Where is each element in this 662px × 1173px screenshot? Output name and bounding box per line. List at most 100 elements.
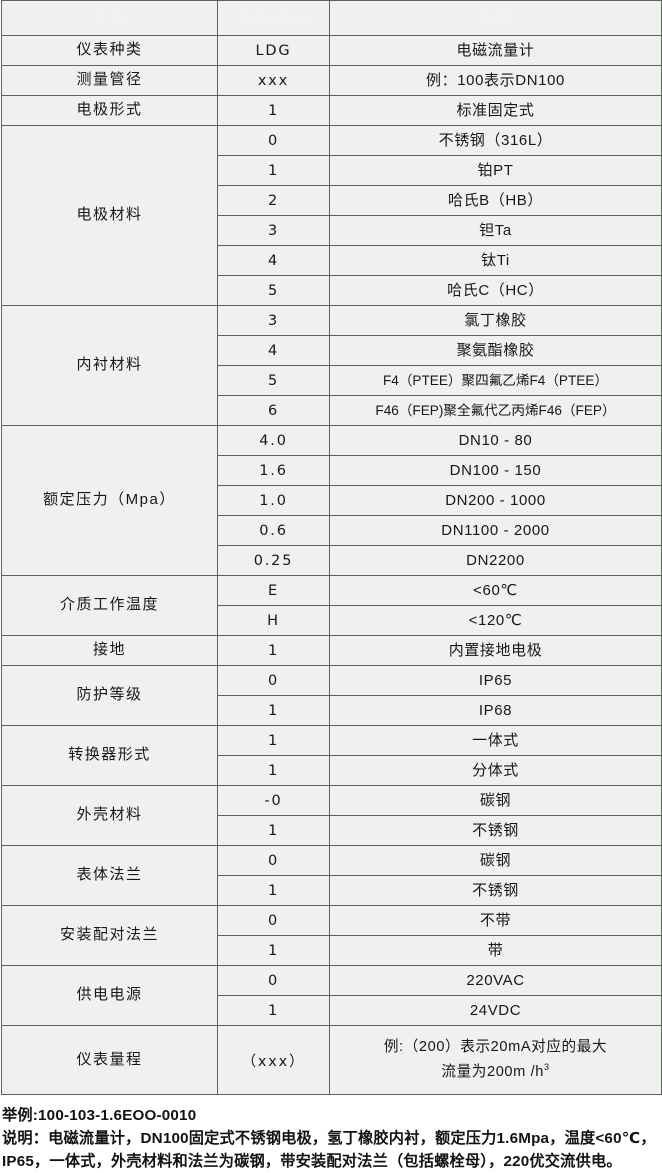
table-row: 2 哈氏B（HB） xyxy=(2,185,662,216)
spec-description-cell: DN1100 - 2000 xyxy=(329,515,662,546)
spec-code-cell: 5 xyxy=(217,365,330,396)
spec-code-cell: 1 xyxy=(217,95,330,126)
spec-code-cell: -0 xyxy=(217,785,330,816)
spec-code-cell: 1 xyxy=(217,815,330,846)
table-row: 1 不锈钢 xyxy=(2,815,662,846)
row-group-name: 转换器形式 xyxy=(1,725,218,786)
table-row: 6 F46（FEP)聚全氟代乙丙烯F46（FEP） xyxy=(2,395,662,426)
spec-description-cell: 不带 xyxy=(329,905,662,936)
spec-description-cell: 氯丁橡胶 xyxy=(329,305,662,336)
spec-code-cell: 0 xyxy=(217,665,330,696)
table-row: 内衬材料 3 氯丁橡胶 xyxy=(1,305,662,426)
table-row: 1.6 DN100 - 150 xyxy=(2,455,662,486)
spec-description-cell: 哈氏C（HC） xyxy=(329,275,662,306)
spec-description-cell: 例:（200）表示20mA对应的最大 流量为200m /h3 xyxy=(329,1025,662,1095)
table-row: 5 F4（PTEE）聚四氟乙烯F4（PTEE） xyxy=(2,365,662,396)
row-group-name: 安装配对法兰 xyxy=(1,905,218,966)
specification-table: 名称 规格代码 说明 仪表种类 LDG 电磁流量计 测量管径 xxx 例：100表示DN1… xyxy=(1,0,662,1095)
table-row: 1 24VDC xyxy=(2,995,662,1026)
spec-code-cell: 4 xyxy=(217,335,330,366)
row-group-name: 外壳材料 xyxy=(1,785,218,846)
spec-code-cell: 1 xyxy=(217,935,330,966)
spec-code-cell: 0 xyxy=(217,965,330,996)
spec-description-cell: 碳钢 xyxy=(329,785,662,816)
spec-code-cell: 3 xyxy=(217,305,330,336)
table-row: 测量管径 xxx 例：100表示DN100 xyxy=(1,65,662,96)
footnotes: 举例:100-103-1.6EOO-0010 说明：电磁流量计，DN100固定式… xyxy=(2,1104,658,1173)
spec-description-cell: 不锈钢 xyxy=(329,875,662,906)
spec-code-cell: （xxx） xyxy=(217,1025,330,1095)
row-group-name: 电极形式 xyxy=(1,95,218,126)
spec-description-cell: 220VAC xyxy=(329,965,662,996)
table-row: 外壳材料 -0 碳钢 xyxy=(1,785,662,846)
row-group-name: 防护等级 xyxy=(1,665,218,726)
spec-code-cell: 1 xyxy=(217,755,330,786)
description-line-2-unit: /h xyxy=(530,1063,544,1080)
row-group-name: 供电电源 xyxy=(1,965,218,1026)
header-row: 名称 规格代码 说明 xyxy=(1,0,662,36)
spec-description-cell: 标准固定式 xyxy=(329,95,662,126)
table-row: 4 钛Ti xyxy=(2,245,662,276)
row-group-name: 表体法兰 xyxy=(1,845,218,906)
spec-code-cell: 1 xyxy=(217,635,330,666)
row-group-name: 仪表量程 xyxy=(1,1025,218,1095)
spec-code-cell: 0.25 xyxy=(217,545,330,576)
spec-description-cell: IP65 xyxy=(329,665,662,696)
table-row: 防护等级 0 IP65 xyxy=(1,665,662,726)
spec-description-cell: 例：100表示DN100 xyxy=(329,65,662,96)
column-header-description: 说明 xyxy=(329,0,662,36)
spec-code-cell: H xyxy=(217,605,330,636)
table-row: 电极材料 0 不锈钢（316L） xyxy=(1,125,662,306)
row-group-name: 内衬材料 xyxy=(1,305,218,426)
table-row: 表体法兰 0 碳钢 xyxy=(1,845,662,906)
spec-code-cell: 0 xyxy=(217,845,330,876)
table-row: 仪表种类 LDG 电磁流量计 xyxy=(1,35,662,66)
spec-code-cell: LDG xyxy=(217,35,330,66)
table-row: 仪表量程 （xxx） 例:（200）表示20mA对应的最大 流量为200m /h3 xyxy=(1,1025,662,1095)
row-group-name: 测量管径 xyxy=(1,65,218,96)
table-row: 电极形式 1 标准固定式 xyxy=(1,95,662,126)
row-group-name: 接地 xyxy=(1,635,218,666)
spec-description-cell: 哈氏B（HB） xyxy=(329,185,662,216)
spec-description-cell: 分体式 xyxy=(329,755,662,786)
spec-code-cell: 2 xyxy=(217,185,330,216)
spec-description-cell: 钛Ti xyxy=(329,245,662,276)
spec-description-cell: 24VDC xyxy=(329,995,662,1026)
description-line-2-superscript: 3 xyxy=(543,1061,550,1072)
footnote-example: 举例:100-103-1.6EOO-0010 xyxy=(2,1107,197,1124)
table-body: 仪表种类 LDG 电磁流量计 测量管径 xxx 例：100表示DN100 电极形式 1 标准固定… xyxy=(1,35,662,1095)
spec-code-cell: 1 xyxy=(217,875,330,906)
spec-description-cell: 钽Ta xyxy=(329,215,662,246)
table-row: 1 分体式 xyxy=(2,755,662,786)
spec-description-cell: 碳钢 xyxy=(329,845,662,876)
spec-description-cell: <120℃ xyxy=(329,605,662,636)
column-header-name: 名称 xyxy=(1,0,218,36)
spec-description-cell: <60℃ xyxy=(329,575,662,606)
spec-description-cell: DN2200 xyxy=(329,545,662,576)
row-group-name: 介质工作温度 xyxy=(1,575,218,636)
row-group-name: 电极材料 xyxy=(1,125,218,306)
spec-description-cell: 内置接地电极 xyxy=(329,635,662,666)
spec-description-cell: IP68 xyxy=(329,695,662,726)
description-line-2: 流量为200m /h3 xyxy=(330,1060,661,1084)
row-group-name: 仪表种类 xyxy=(1,35,218,66)
table-row: 额定压力（Mpa） 4.0 DN10 - 80 xyxy=(1,425,662,576)
spec-code-cell: xxx xyxy=(217,65,330,96)
table-row: 1 不锈钢 xyxy=(2,875,662,906)
spec-description-cell: 电磁流量计 xyxy=(329,35,662,66)
spec-code-cell: E xyxy=(217,575,330,606)
spec-description-cell: DN100 - 150 xyxy=(329,455,662,486)
spec-code-cell: 0 xyxy=(217,125,330,156)
spec-code-cell: 1.0 xyxy=(217,485,330,516)
table-row: 介质工作温度 E <60℃ xyxy=(1,575,662,636)
spec-code-cell: 3 xyxy=(217,215,330,246)
table-row: 安装配对法兰 0 不带 xyxy=(1,905,662,966)
spec-code-cell: 5 xyxy=(217,275,330,306)
table-row: 转换器形式 1 一体式 xyxy=(1,725,662,786)
table-row: 1.0 DN200 - 1000 xyxy=(2,485,662,516)
spec-code-cell: 6 xyxy=(217,395,330,426)
spec-description-cell: 不锈钢（316L） xyxy=(329,125,662,156)
table-row: 接地 1 内置接地电极 xyxy=(1,635,662,666)
